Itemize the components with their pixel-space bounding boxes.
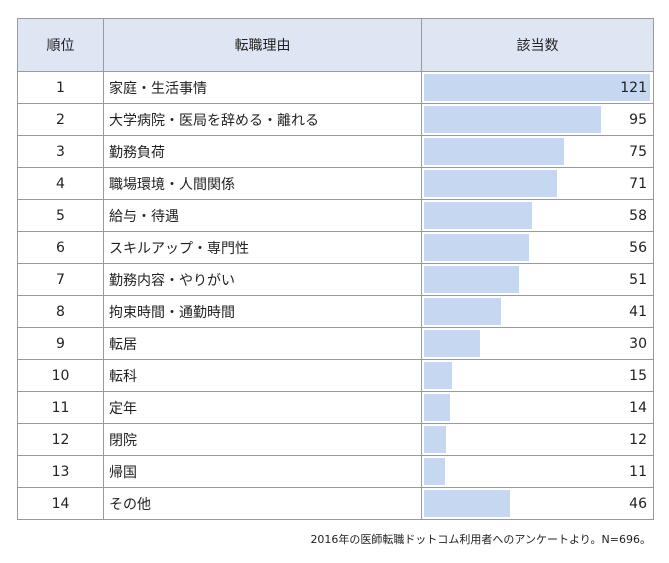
header-reason: 転職理由 xyxy=(103,18,422,72)
data-label: 30 xyxy=(629,335,647,352)
reason-cell: 給与・待遇 xyxy=(103,199,422,232)
header-rank: 順位 xyxy=(17,18,104,72)
reason-cell: 家庭・生活事情 xyxy=(103,71,422,104)
count-cell: 121 xyxy=(421,71,654,104)
count-cell: 12 xyxy=(421,423,654,456)
bar-1 xyxy=(424,74,650,101)
count-cell: 14 xyxy=(421,391,654,424)
bar-3 xyxy=(424,138,564,165)
rank-cell: 8 xyxy=(17,295,104,328)
data-label: 46 xyxy=(629,495,647,512)
table-row: 4 職場環境・人間関係 71 xyxy=(17,167,654,200)
count-cell: 71 xyxy=(421,167,654,200)
table-row: 9 転居 30 xyxy=(17,327,654,360)
bar-8 xyxy=(424,298,501,325)
table-row: 3 勤務負荷 75 xyxy=(17,135,654,168)
table-row: 8 拘束時間・通勤時間 41 xyxy=(17,295,654,328)
reason-cell: 転居 xyxy=(103,327,422,360)
count-cell: 51 xyxy=(421,263,654,296)
bar-6 xyxy=(424,234,529,261)
table-row: 11 定年 14 xyxy=(17,391,654,424)
data-label: 15 xyxy=(629,367,647,384)
data-label: 71 xyxy=(629,175,647,192)
bar-5 xyxy=(424,202,532,229)
count-cell: 58 xyxy=(421,199,654,232)
header-count: 該当数 xyxy=(421,18,654,72)
bar-2 xyxy=(424,106,601,133)
data-label: 11 xyxy=(629,463,647,480)
rank-cell: 3 xyxy=(17,135,104,168)
count-cell: 11 xyxy=(421,455,654,488)
reason-cell: 転科 xyxy=(103,359,422,392)
table-row: 14 その他 46 xyxy=(17,487,654,520)
count-cell: 15 xyxy=(421,359,654,392)
reason-cell: 閉院 xyxy=(103,423,422,456)
count-cell: 75 xyxy=(421,135,654,168)
count-cell: 41 xyxy=(421,295,654,328)
bar-12 xyxy=(424,426,446,453)
rank-cell: 6 xyxy=(17,231,104,264)
rank-cell: 5 xyxy=(17,199,104,232)
table-row: 7 勤務内容・やりがい 51 xyxy=(17,263,654,296)
bar-7 xyxy=(424,266,519,293)
table-row: 13 帰国 11 xyxy=(17,455,654,488)
footnote: 2016年の医師転職ドットコム利用者へのアンケートより。N=696。 xyxy=(310,533,651,546)
rank-cell: 12 xyxy=(17,423,104,456)
data-label: 14 xyxy=(629,399,647,416)
table-row: 10 転科 15 xyxy=(17,359,654,392)
reason-cell: 定年 xyxy=(103,391,422,424)
bar-4 xyxy=(424,170,557,197)
reason-cell: 職場環境・人間関係 xyxy=(103,167,422,200)
reason-cell: 大学病院・医局を辞める・離れる xyxy=(103,103,422,136)
rank-cell: 2 xyxy=(17,103,104,136)
rank-cell: 7 xyxy=(17,263,104,296)
rank-cell: 1 xyxy=(17,71,104,104)
reason-cell: 勤務内容・やりがい xyxy=(103,263,422,296)
bar-9 xyxy=(424,330,480,357)
reason-cell: スキルアップ・専門性 xyxy=(103,231,422,264)
data-label: 12 xyxy=(629,431,647,448)
reason-cell: 帰国 xyxy=(103,455,422,488)
count-cell: 30 xyxy=(421,327,654,360)
table-row: 5 給与・待遇 58 xyxy=(17,199,654,232)
bar-11 xyxy=(424,394,450,421)
data-label: 56 xyxy=(629,239,647,256)
rank-cell: 11 xyxy=(17,391,104,424)
reason-cell: 拘束時間・通勤時間 xyxy=(103,295,422,328)
rank-cell: 13 xyxy=(17,455,104,488)
rank-cell: 14 xyxy=(17,487,104,520)
count-cell: 46 xyxy=(421,487,654,520)
data-label: 58 xyxy=(629,207,647,224)
reason-cell: その他 xyxy=(103,487,422,520)
table-row: 12 閉院 12 xyxy=(17,423,654,456)
bar-10 xyxy=(424,362,452,389)
data-label: 95 xyxy=(629,111,647,128)
rank-cell: 9 xyxy=(17,327,104,360)
header-row: 順位 転職理由 該当数 xyxy=(17,18,654,72)
table-row: 2 大学病院・医局を辞める・離れる 95 xyxy=(17,103,654,136)
rank-cell: 10 xyxy=(17,359,104,392)
count-cell: 95 xyxy=(421,103,654,136)
data-label: 41 xyxy=(629,303,647,320)
table-row: 6 スキルアップ・専門性 56 xyxy=(17,231,654,264)
ranking-table: 順位 転職理由 該当数 1 家庭・生活事情 121 2 大学病院・医局を辞める・離れる 9… xyxy=(17,18,654,520)
bar-13 xyxy=(424,458,445,485)
data-label: 51 xyxy=(629,271,647,288)
count-cell: 56 xyxy=(421,231,654,264)
data-label: 75 xyxy=(629,143,647,160)
table-row: 1 家庭・生活事情 121 xyxy=(17,71,654,104)
rank-cell: 4 xyxy=(17,167,104,200)
bar-14 xyxy=(424,490,510,517)
data-label: 121 xyxy=(620,79,647,96)
reason-cell: 勤務負荷 xyxy=(103,135,422,168)
